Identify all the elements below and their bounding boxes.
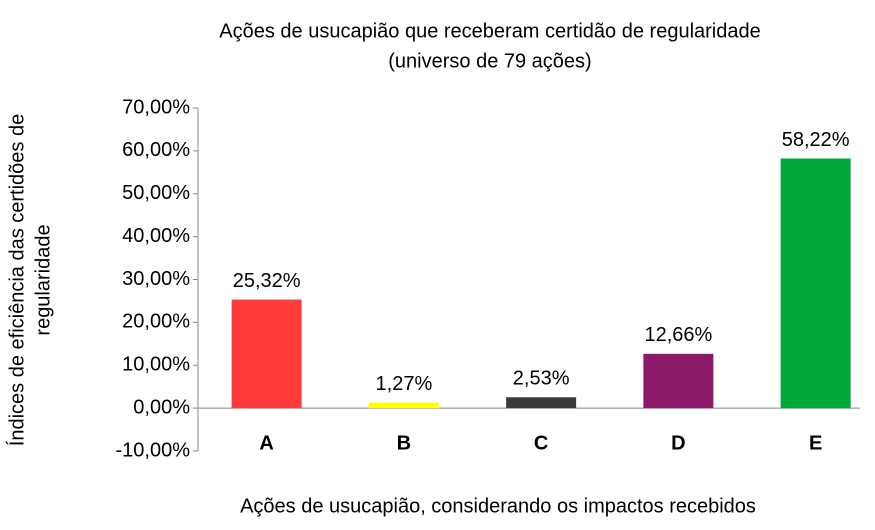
chart-title: (universo de 79 ações) [388,50,591,72]
bar [506,397,577,409]
bar [780,158,851,409]
y-axis-label: regularidade [32,224,54,335]
x-tick-label: C [534,432,548,454]
data-label: 1,27% [376,373,433,395]
x-axis-label: Ações de usucapião, considerando os impa… [240,495,756,517]
data-label: 25,32% [233,270,301,292]
y-tick-label: 30,00% [122,268,190,290]
x-tick-label: D [671,432,685,454]
y-tick-label: 20,00% [122,311,190,333]
y-tick-label: 60,00% [122,139,190,161]
bar [643,353,714,409]
x-tick-label: B [397,432,411,454]
y-tick-label: -10,00% [116,439,191,461]
data-label: 58,22% [782,129,850,151]
y-tick-label: 50,00% [122,182,190,204]
y-tick-label: 40,00% [122,225,190,247]
x-tick-label: E [809,432,822,454]
y-tick-label: 0,00% [133,396,190,418]
chart-title: Ações de usucapião que receberam certidã… [219,20,760,42]
bar [231,299,302,409]
y-axis-label: Índices de eficiência das certidões de [5,114,28,446]
x-tick-label: A [259,432,273,454]
y-tick-label: 10,00% [122,354,190,376]
y-tick-label: 70,00% [122,96,190,118]
data-label: 2,53% [513,368,570,390]
data-label: 12,66% [644,324,712,346]
bar [368,402,439,409]
